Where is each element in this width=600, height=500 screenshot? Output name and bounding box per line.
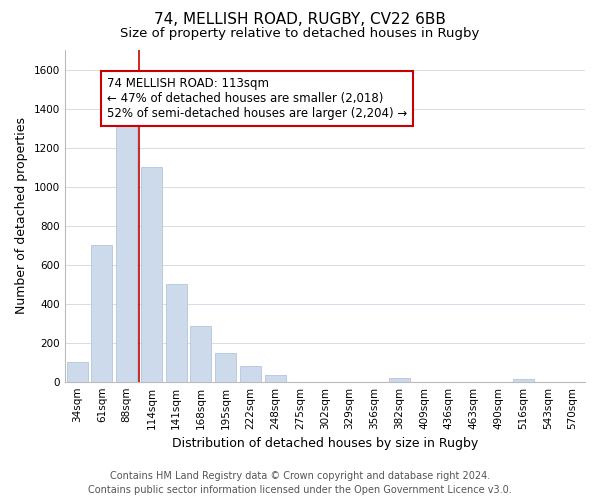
X-axis label: Distribution of detached houses by size in Rugby: Distribution of detached houses by size … (172, 437, 478, 450)
Bar (512, 379, 533, 382)
Bar (91, 245, 112, 382)
Text: 74, MELLISH ROAD, RUGBY, CV22 6BB: 74, MELLISH ROAD, RUGBY, CV22 6BB (154, 12, 446, 28)
Bar (190, 326, 211, 382)
Text: 74 MELLISH ROAD: 113sqm
← 47% of detached houses are smaller (2,018)
52% of semi: 74 MELLISH ROAD: 113sqm ← 47% of detache… (107, 78, 407, 120)
Bar (166, 284, 187, 382)
Y-axis label: Number of detached properties: Number of detached properties (15, 118, 28, 314)
Bar (215, 354, 236, 382)
Bar (116, 120, 137, 382)
Bar (141, 167, 162, 382)
Text: Contains HM Land Registry data © Crown copyright and database right 2024.
Contai: Contains HM Land Registry data © Crown c… (88, 471, 512, 495)
Bar (389, 378, 410, 382)
Bar (67, 362, 88, 382)
Text: Size of property relative to detached houses in Rugby: Size of property relative to detached ho… (121, 28, 479, 40)
Bar (240, 366, 261, 382)
Bar (265, 375, 286, 382)
